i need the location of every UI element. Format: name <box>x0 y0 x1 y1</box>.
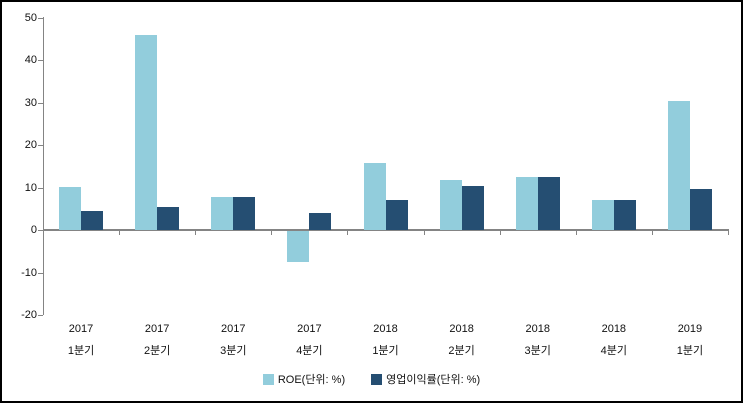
x-axis-category-label: 2017 3분기 <box>194 318 272 362</box>
x-label-quarter: 3분기 <box>220 345 247 357</box>
x-axis-tick <box>347 231 349 235</box>
y-axis-tick <box>38 272 43 274</box>
x-label-quarter: 4분기 <box>600 345 627 357</box>
bar-roe-2017-1분기 <box>59 187 82 230</box>
x-label-year: 2017 <box>221 323 246 335</box>
legend-swatch-roe-icon <box>262 373 274 385</box>
x-label-quarter: 1분기 <box>67 345 95 357</box>
x-label-quarter: 1분기 <box>372 345 399 357</box>
y-axis-tick-label: 50 <box>24 11 37 24</box>
x-axis-category-label: 2017 1분기 <box>42 318 120 362</box>
bar-op-margin-2017-3분기 <box>233 196 256 230</box>
y-axis-tick-label: 0 <box>30 224 37 236</box>
chart-legend: ROE(단위: %) 영업이익률(단위: %) <box>2 371 741 387</box>
x-label-quarter: 3분기 <box>524 345 551 357</box>
y-axis-tick <box>38 102 43 104</box>
legend-label-operating-margin: 영업이익률(단위: %) <box>386 374 481 386</box>
x-axis-tick <box>271 231 273 235</box>
bar-roe-2017-4분기 <box>287 231 310 263</box>
bar-op-margin-2018-4분기 <box>613 199 636 230</box>
y-axis-tick <box>38 17 43 19</box>
legend-label-roe: ROE(단위: %) <box>277 374 346 386</box>
x-axis-category-label: 2017 2분기 <box>118 318 196 362</box>
x-axis-tick <box>119 231 121 235</box>
bar-roe-2018-3분기 <box>515 176 538 230</box>
y-axis-tick <box>38 230 43 231</box>
bar-op-margin-2017-1분기 <box>81 210 104 230</box>
x-label-year: 2017 <box>68 323 94 335</box>
x-axis-tick <box>43 231 44 235</box>
x-axis-line <box>43 229 729 231</box>
x-label-year: 2018 <box>449 323 474 335</box>
bar-roe-2017-2분기 <box>135 34 158 230</box>
bar-op-margin-2017-2분기 <box>157 206 180 230</box>
x-label-quarter: 1분기 <box>676 345 704 357</box>
x-axis-tick <box>499 231 501 235</box>
y-axis-tick <box>38 145 43 146</box>
x-label-year: 2018 <box>601 323 627 335</box>
y-axis-line <box>43 17 44 315</box>
x-axis-category-label: 2019 1분기 <box>651 318 729 362</box>
bar-op-margin-2018-1분기 <box>385 200 408 230</box>
x-axis-category-label: 2018 3분기 <box>499 318 577 362</box>
y-axis-tick-label: -20 <box>21 309 37 321</box>
bar-op-margin-2018-2분기 <box>461 186 484 230</box>
x-label-quarter: 4분기 <box>296 345 323 357</box>
x-axis-category-label: 2017 4분기 <box>270 318 348 362</box>
x-axis-tick <box>651 231 653 235</box>
x-label-year: 2018 <box>525 323 550 335</box>
bar-op-margin-2017-4분기 <box>309 213 332 230</box>
bar-op-margin-2019-1분기 <box>689 189 712 230</box>
x-label-year: 2017 <box>297 323 322 335</box>
y-axis-tick <box>38 60 43 61</box>
legend-swatch-operating-margin-icon <box>371 373 383 385</box>
y-axis-tick-label: 30 <box>24 96 37 109</box>
legend-item-roe: ROE(단위: %) <box>262 371 346 387</box>
bar-roe-2018-2분기 <box>439 179 462 230</box>
x-label-quarter: 2분기 <box>143 345 171 357</box>
y-axis-tick-label: 40 <box>24 54 37 66</box>
x-label-year: 2019 <box>677 323 703 335</box>
y-axis-tick <box>38 187 43 189</box>
y-axis-tick-label: 20 <box>24 139 37 151</box>
x-axis-category-label: 2018 4분기 <box>575 318 653 362</box>
x-axis-tick <box>423 231 425 235</box>
bar-op-margin-2018-3분기 <box>537 176 560 230</box>
y-axis-tick <box>38 315 43 316</box>
x-label-year: 2018 <box>373 323 398 335</box>
x-axis-category-label: 2018 2분기 <box>423 318 501 362</box>
y-axis-tick-label: 10 <box>24 181 37 194</box>
x-axis-tick <box>575 231 577 235</box>
legend-item-operating-margin: 영업이익률(단위: %) <box>371 371 480 387</box>
y-axis-tick-label: -10 <box>21 266 37 279</box>
x-label-quarter: 2분기 <box>448 345 475 357</box>
bar-roe-2018-1분기 <box>363 162 386 230</box>
x-axis-tick <box>728 231 729 235</box>
bar-roe-2017-3분기 <box>211 196 234 230</box>
x-axis-category-label: 2018 1분기 <box>347 318 425 362</box>
bar-roe-2018-4분기 <box>591 199 614 230</box>
x-axis-tick <box>195 231 197 235</box>
bar-roe-2019-1분기 <box>667 100 690 230</box>
x-label-year: 2017 <box>144 323 170 335</box>
